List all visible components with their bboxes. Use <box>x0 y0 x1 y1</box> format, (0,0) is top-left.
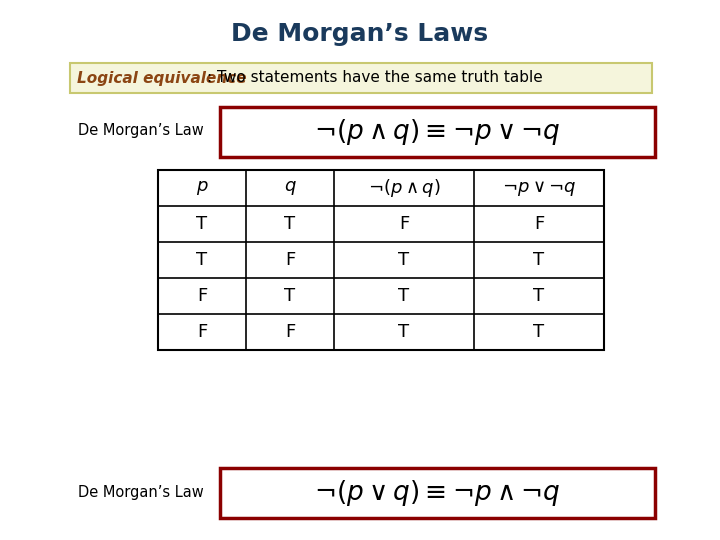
FancyBboxPatch shape <box>220 107 655 157</box>
Text: De Morgan’s Laws: De Morgan’s Laws <box>231 22 489 46</box>
Text: $\neg(p \wedge q)$: $\neg(p \wedge q)$ <box>368 177 441 199</box>
Text: F: F <box>534 215 544 233</box>
Text: $q$: $q$ <box>284 179 297 197</box>
Text: Logical equivalence: Logical equivalence <box>77 71 247 85</box>
Text: $\neg(p \wedge q) \equiv \neg p \vee \neg q$: $\neg(p \wedge q) \equiv \neg p \vee \ne… <box>315 117 561 147</box>
Text: : Two statements have the same truth table: : Two statements have the same truth tab… <box>207 71 543 85</box>
Text: T: T <box>534 287 544 305</box>
Text: T: T <box>284 287 296 305</box>
Text: F: F <box>285 251 295 269</box>
Text: F: F <box>197 287 207 305</box>
Text: T: T <box>398 287 410 305</box>
Text: F: F <box>399 215 409 233</box>
Text: T: T <box>284 215 296 233</box>
Text: De Morgan’s Law: De Morgan’s Law <box>78 484 204 500</box>
Text: T: T <box>197 251 207 269</box>
FancyBboxPatch shape <box>158 170 604 350</box>
FancyBboxPatch shape <box>220 468 655 518</box>
Text: $\neg(p \vee q) \equiv \neg p \wedge \neg q$: $\neg(p \vee q) \equiv \neg p \wedge \ne… <box>315 478 561 508</box>
Text: $p$: $p$ <box>196 179 208 197</box>
Text: T: T <box>534 323 544 341</box>
Text: De Morgan’s Law: De Morgan’s Law <box>78 123 204 138</box>
Text: T: T <box>398 251 410 269</box>
Text: F: F <box>285 323 295 341</box>
Text: T: T <box>534 251 544 269</box>
Text: T: T <box>197 215 207 233</box>
Text: $\neg p \vee \neg q$: $\neg p \vee \neg q$ <box>502 179 576 198</box>
Text: F: F <box>197 323 207 341</box>
FancyBboxPatch shape <box>70 63 652 93</box>
Text: T: T <box>398 323 410 341</box>
